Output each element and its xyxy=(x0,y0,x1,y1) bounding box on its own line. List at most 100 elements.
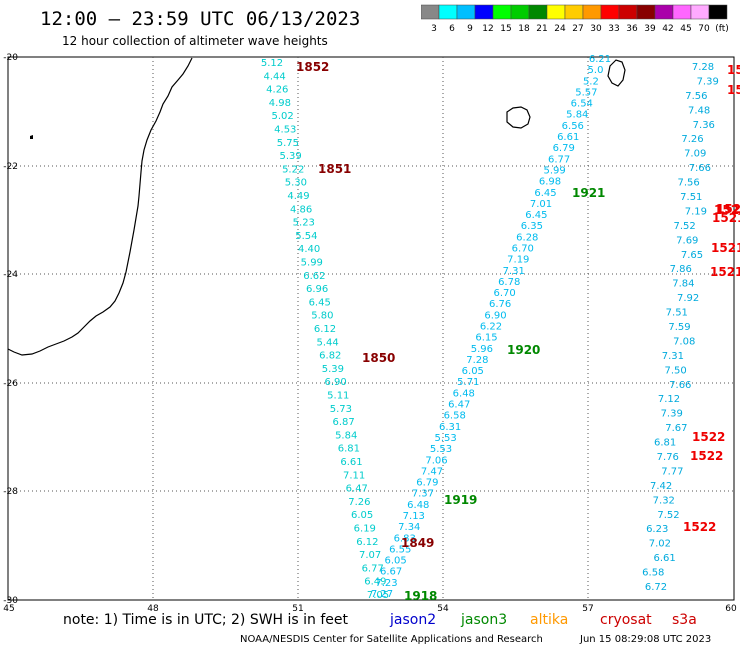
wave-height-value: 7.67 xyxy=(665,423,687,434)
wave-height-value: 7.39 xyxy=(697,76,719,87)
wave-height-value: 5.75 xyxy=(277,138,299,149)
wave-height-value: 4.98 xyxy=(269,98,291,109)
wave-height-value: 5.39 xyxy=(322,364,344,375)
wave-height-value: 6.61 xyxy=(340,457,362,468)
wave-height-value: 7.34 xyxy=(398,522,420,533)
pass-number-label: 1920 xyxy=(507,343,540,357)
wave-height-value: 7.19 xyxy=(685,206,707,217)
wave-height-value: 6.72 xyxy=(645,582,667,593)
lat-label: -30 xyxy=(3,596,18,606)
sat-legend-cryosat: cryosat xyxy=(600,612,652,628)
sat-legend-s3a: s3a xyxy=(672,612,697,628)
scale-label: 70 xyxy=(698,24,710,34)
wave-height-value: 7.28 xyxy=(466,355,488,366)
wave-height-value: 4.53 xyxy=(274,125,296,136)
lon-axis-labels: 45 48 51 54 57 60 xyxy=(3,604,737,614)
lat-label: -28 xyxy=(3,487,18,497)
wave-height-value: 7.66 xyxy=(669,380,691,391)
pass-number-label: 1521 xyxy=(711,241,740,255)
scale-label: 12 xyxy=(482,24,493,34)
wave-height-value: 6.47 xyxy=(346,484,368,495)
pass-labels: 1852 1851 1850 1849 1921 1920 1919 1918 1522 1522… xyxy=(296,60,740,603)
wave-height-value: 7.66 xyxy=(689,163,711,174)
wave-height-value: 6.82 xyxy=(319,351,341,362)
scale-swatch xyxy=(708,4,728,20)
footer-note: note: 1) Time is in UTC; 2) SWH is in fe… xyxy=(63,612,349,628)
scale-label: 18 xyxy=(518,24,530,34)
wave-height-value: 7.31 xyxy=(503,266,525,277)
pass-number-label: 15 xyxy=(727,83,740,97)
wave-height-value: 7.06 xyxy=(425,455,447,466)
scale-swatch xyxy=(546,4,566,20)
color-scale: 3 6 9 12 15 18 21 24 27 30 33 36 39 42 45 70 (ft) xyxy=(421,4,729,34)
sat-name: s3a xyxy=(672,612,697,628)
credit-text: NOAA/NESDIS Center for Satellite Applica… xyxy=(240,634,543,645)
wave-height-value: 6.35 xyxy=(521,221,543,232)
lon-label: 45 xyxy=(3,604,14,614)
lon-label: 48 xyxy=(147,604,159,614)
scale-label: 21 xyxy=(536,24,547,34)
wave-height-value: 6.76 xyxy=(489,299,511,310)
scale-label: (ft) xyxy=(715,24,729,34)
wave-height-value: 7.65 xyxy=(681,250,703,261)
wave-height-value: 6.87 xyxy=(332,417,354,428)
wave-height-value: 5.2 xyxy=(583,76,599,87)
credit-date: Jun 15 08:29:08 UTC 2023 xyxy=(580,634,712,645)
wave-height-value: 7.31 xyxy=(662,351,684,362)
map-frame xyxy=(7,56,735,601)
scale-swatch xyxy=(582,4,602,20)
lon-label: 60 xyxy=(725,604,737,614)
wave-height-value: 7.02 xyxy=(649,539,671,550)
wave-height-value: 6.48 xyxy=(453,388,475,399)
wave-height-value: 7.37 xyxy=(412,489,434,500)
wave-height-value: 7.51 xyxy=(680,192,702,203)
wave-height-value: 7.77 xyxy=(661,466,683,477)
sat-name: jason3 xyxy=(461,612,508,628)
wave-height-value: 7.11 xyxy=(343,470,365,481)
wave-height-value: 6.15 xyxy=(475,333,497,344)
lat-axis-labels: -20 -22 -24 -26 -28 -30 xyxy=(3,53,18,606)
sat-name: cryosat xyxy=(600,612,652,628)
scale-label: 33 xyxy=(608,24,619,34)
wave-height-value: 7.01 xyxy=(530,199,552,210)
wave-height-value: 6.58 xyxy=(444,411,466,422)
scale-swatch xyxy=(438,4,458,20)
wave-height-value: 6.70 xyxy=(493,288,515,299)
lat-label: -24 xyxy=(3,270,18,280)
wave-height-value: 7.28 xyxy=(692,62,714,73)
wave-height-value: 6.05 xyxy=(351,510,373,521)
wave-height-value: 7.36 xyxy=(693,120,715,131)
scale-label: 24 xyxy=(554,24,566,34)
wave-height-value: 6.77 xyxy=(548,154,570,165)
pass-number-label: 1918 xyxy=(404,589,437,603)
lat-label: -26 xyxy=(3,379,18,389)
wave-height-value: 6.98 xyxy=(539,177,561,188)
wave-height-value: 6.28 xyxy=(516,232,538,243)
wave-height-value: 5.02 xyxy=(271,111,293,122)
sat-name: jason2 xyxy=(390,612,437,628)
wave-height-value: 6.56 xyxy=(562,121,584,132)
wave-height-value: 5.53 xyxy=(430,444,452,455)
wave-height-value: 5.80 xyxy=(311,311,333,322)
wave-height-value: 7.13 xyxy=(403,511,425,522)
wave-height-value: 7.86 xyxy=(670,264,692,275)
wave-height-value: 6.96 xyxy=(306,284,328,295)
wave-height-value: 5.71 xyxy=(457,377,479,388)
pass-number-label: 1521 xyxy=(712,211,740,225)
wave-height-tracks: 5.12 4.44 4.26 4.98 5.02 4.53 5.75 5.39 5.22 5.30… xyxy=(261,54,719,601)
wave-height-value: 7.26 xyxy=(348,497,370,508)
wave-height-value: 5.22 xyxy=(282,164,304,175)
wave-height-value: 7.92 xyxy=(677,293,699,304)
scale-label: 39 xyxy=(644,24,656,34)
scale-swatch xyxy=(528,4,548,20)
wave-height-value: 4.40 xyxy=(298,244,320,255)
scale-label: 6 xyxy=(449,24,455,34)
wave-height-value: 6.61 xyxy=(653,553,675,564)
pass-number-label: 152 xyxy=(716,202,740,216)
wave-height-value: 5.73 xyxy=(330,404,352,415)
wave-height-value: 5.0 xyxy=(588,65,604,76)
pass-number-label: 1921 xyxy=(572,186,605,200)
scale-swatch xyxy=(564,4,584,20)
wave-height-value: 5.44 xyxy=(316,337,338,348)
